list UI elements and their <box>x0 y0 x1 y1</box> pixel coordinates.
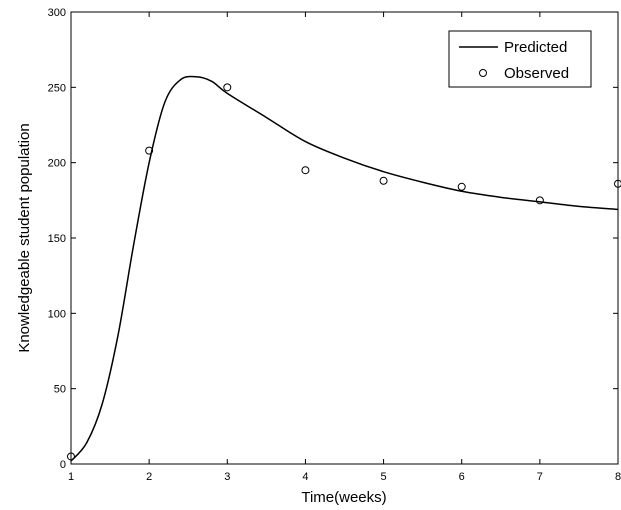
y-tick-label: 250 <box>48 82 66 94</box>
x-tick-label: 5 <box>381 471 387 483</box>
observed-point <box>535 196 544 205</box>
x-tick-label: 1 <box>68 471 74 483</box>
legend-predicted-label: Predicted <box>504 39 567 56</box>
x-tick-label: 2 <box>146 471 152 483</box>
y-tick-label: 0 <box>60 459 66 471</box>
x-tick-label: 4 <box>302 471 308 483</box>
observed-point <box>67 452 75 461</box>
series-layer <box>67 75 621 462</box>
y-tick-label: 150 <box>48 233 66 245</box>
y-axis-label: Knowledgeable student population <box>16 123 33 352</box>
observed-point <box>301 166 310 175</box>
x-tick-label: 6 <box>459 471 465 483</box>
legend-observed-marker <box>479 69 487 77</box>
observed-point <box>614 179 621 188</box>
y-tick-label: 50 <box>54 384 66 396</box>
y-tick-label: 300 <box>48 7 66 19</box>
x-axis-label: Time(weeks) <box>301 489 386 506</box>
legend: Predicted Observed <box>448 30 592 88</box>
y-tick-label: 100 <box>48 308 66 320</box>
observed-point <box>457 182 466 191</box>
observed-point <box>145 146 154 155</box>
x-tick-label: 8 <box>615 471 621 483</box>
predicted-series-line <box>70 75 619 462</box>
observed-point <box>379 176 388 185</box>
y-tick-label: 200 <box>48 158 66 170</box>
x-tick-label: 7 <box>537 471 543 483</box>
legend-box <box>448 30 592 88</box>
y-axis-ticks: 0 50 100 150 200 250 300 <box>48 7 618 471</box>
legend-observed-label: Observed <box>504 65 569 82</box>
x-tick-label: 3 <box>224 471 230 483</box>
observed-point <box>223 83 232 92</box>
